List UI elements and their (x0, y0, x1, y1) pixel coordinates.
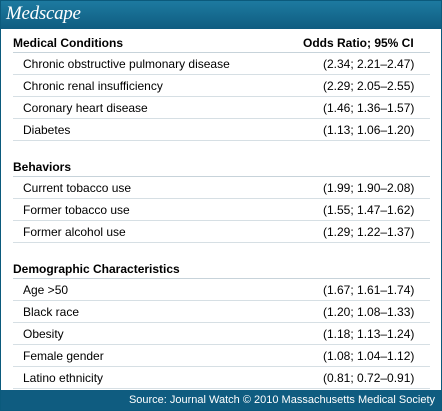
medscape-logo: Medscape (6, 3, 81, 24)
row-label: Black race (23, 305, 80, 319)
row-value: (1.29; 1.22–1.37) (323, 225, 415, 239)
table-row: Former tobacco use (1.55; 1.47–1.62) (13, 199, 430, 221)
table-row: Black race (1.20; 1.08–1.33) (13, 301, 430, 323)
row-label: Chronic obstructive pulmonary disease (23, 57, 230, 71)
row-label: Former alcohol use (23, 225, 126, 239)
row-value: (1.67; 1.61–1.74) (323, 283, 415, 297)
row-label: Chronic renal insufficiency (23, 79, 163, 93)
row-value: (1.18; 1.13–1.24) (323, 327, 415, 341)
section-spacer (13, 141, 430, 157)
row-label: Female gender (23, 349, 104, 363)
row-label: Age >50 (23, 283, 69, 297)
table-row: Diabetes (1.13; 1.06–1.20) (13, 119, 430, 141)
row-value: (1.13; 1.06–1.20) (323, 123, 415, 137)
value-column-header: Odds Ratio; 95% CI (303, 36, 414, 50)
section-header-demographics: Demographic Characteristics (13, 259, 430, 279)
odds-ratio-table: Medical Conditions Odds Ratio; 95% CI Ch… (13, 33, 430, 389)
section-header-medical-conditions: Medical Conditions Odds Ratio; 95% CI (13, 33, 430, 53)
section-title: Demographic Characteristics (13, 262, 180, 276)
table-row: Former alcohol use (1.29; 1.22–1.37) (13, 221, 430, 243)
section-title: Medical Conditions (13, 36, 124, 50)
row-value: (1.20; 1.08–1.33) (323, 305, 415, 319)
row-value: (2.29; 2.05–2.55) (323, 79, 415, 93)
section-header-behaviors: Behaviors (13, 157, 430, 177)
row-label: Coronary heart disease (23, 101, 148, 115)
row-label: Latino ethnicity (23, 371, 104, 385)
row-value: (2.34; 2.21–2.47) (323, 57, 415, 71)
row-value: (1.08; 1.04–1.12) (323, 349, 415, 363)
row-label: Former tobacco use (23, 203, 130, 217)
table-row: Coronary heart disease (1.46; 1.36–1.57) (13, 97, 430, 119)
section-spacer (13, 243, 430, 259)
source-text: Source: Journal Watch © 2010 Massachuset… (128, 394, 435, 406)
table-row: Age >50 (1.67; 1.61–1.74) (13, 279, 430, 301)
row-label: Current tobacco use (23, 181, 132, 195)
row-label: Obesity (23, 327, 64, 341)
table-row: Current tobacco use (1.99; 1.90–2.08) (13, 177, 430, 199)
source-footer: Source: Journal Watch © 2010 Massachuset… (1, 390, 441, 410)
section-title: Behaviors (13, 160, 72, 174)
table-row: Latino ethnicity (0.81; 0.72–0.91) (13, 367, 430, 389)
table-row: Chronic renal insufficiency (2.29; 2.05–… (13, 75, 430, 97)
table-row: Female gender (1.08; 1.04–1.12) (13, 345, 430, 367)
table-row: Chronic obstructive pulmonary disease (2… (13, 53, 430, 75)
row-label: Diabetes (23, 123, 71, 137)
row-value: (1.46; 1.36–1.57) (323, 101, 415, 115)
row-value: (0.81; 0.72–0.91) (323, 371, 415, 385)
row-value: (1.99; 1.90–2.08) (323, 181, 415, 195)
table-row: Obesity (1.18; 1.13–1.24) (13, 323, 430, 345)
brand-bar: Medscape (1, 1, 441, 29)
row-value: (1.55; 1.47–1.62) (323, 203, 415, 217)
